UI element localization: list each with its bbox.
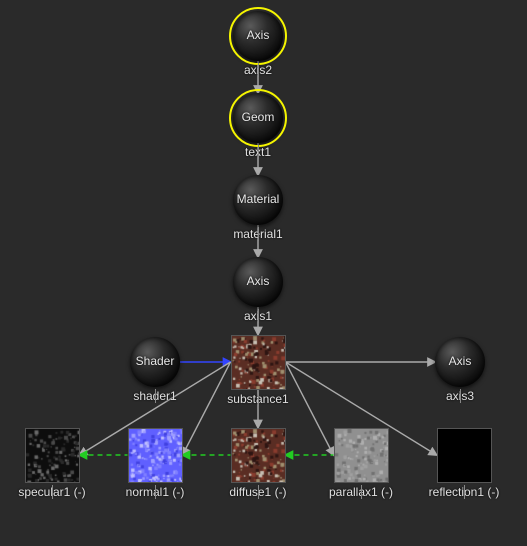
node-name-label: parallax1 (-): [301, 485, 421, 499]
texture-thumbnail: [231, 335, 286, 390]
node-name-label: text1: [198, 145, 318, 159]
edge-substance1-parallax1: [286, 362, 334, 455]
texture-thumbnail: [128, 428, 183, 483]
node-name-label: shader1: [95, 389, 215, 403]
edge-substance1-normal1: [183, 362, 231, 455]
label-bisect-line: [464, 485, 465, 499]
label-bisect-line: [52, 485, 53, 499]
texture-thumbnail: [334, 428, 389, 483]
node-name-label: normal1 (-): [95, 485, 215, 499]
sphere-icon: [233, 175, 283, 225]
node-name-label: axis2: [198, 63, 318, 77]
sphere-icon: [233, 257, 283, 307]
node-name-label: diffuse1 (-): [198, 485, 318, 499]
sphere-icon: [130, 337, 180, 387]
node-name-label: axis3: [400, 389, 520, 403]
texture-thumbnail: [25, 428, 80, 483]
label-bisect-line: [258, 227, 259, 241]
label-bisect-line: [258, 145, 259, 159]
node-name-label: substance1: [198, 392, 318, 406]
node-graph-canvas[interactable]: Axisaxis2Geomtext1Materialmaterial1Axisa…: [0, 0, 527, 546]
node-name-label: reflection1 (-): [404, 485, 524, 499]
label-bisect-line: [258, 485, 259, 499]
label-bisect-line: [155, 389, 156, 403]
texture-thumbnail: [437, 428, 492, 483]
selection-ring: [229, 89, 287, 147]
node-name-label: axis1: [198, 309, 318, 323]
node-name-label: material1: [198, 227, 318, 241]
node-name-label: specular1 (-): [0, 485, 112, 499]
label-bisect-line: [361, 485, 362, 499]
label-bisect-line: [460, 389, 461, 403]
label-bisect-line: [258, 309, 259, 323]
selection-ring: [229, 7, 287, 65]
sphere-icon: [435, 337, 485, 387]
label-bisect-line: [258, 392, 259, 406]
label-bisect-line: [155, 485, 156, 499]
texture-thumbnail: [231, 428, 286, 483]
label-bisect-line: [258, 63, 259, 77]
